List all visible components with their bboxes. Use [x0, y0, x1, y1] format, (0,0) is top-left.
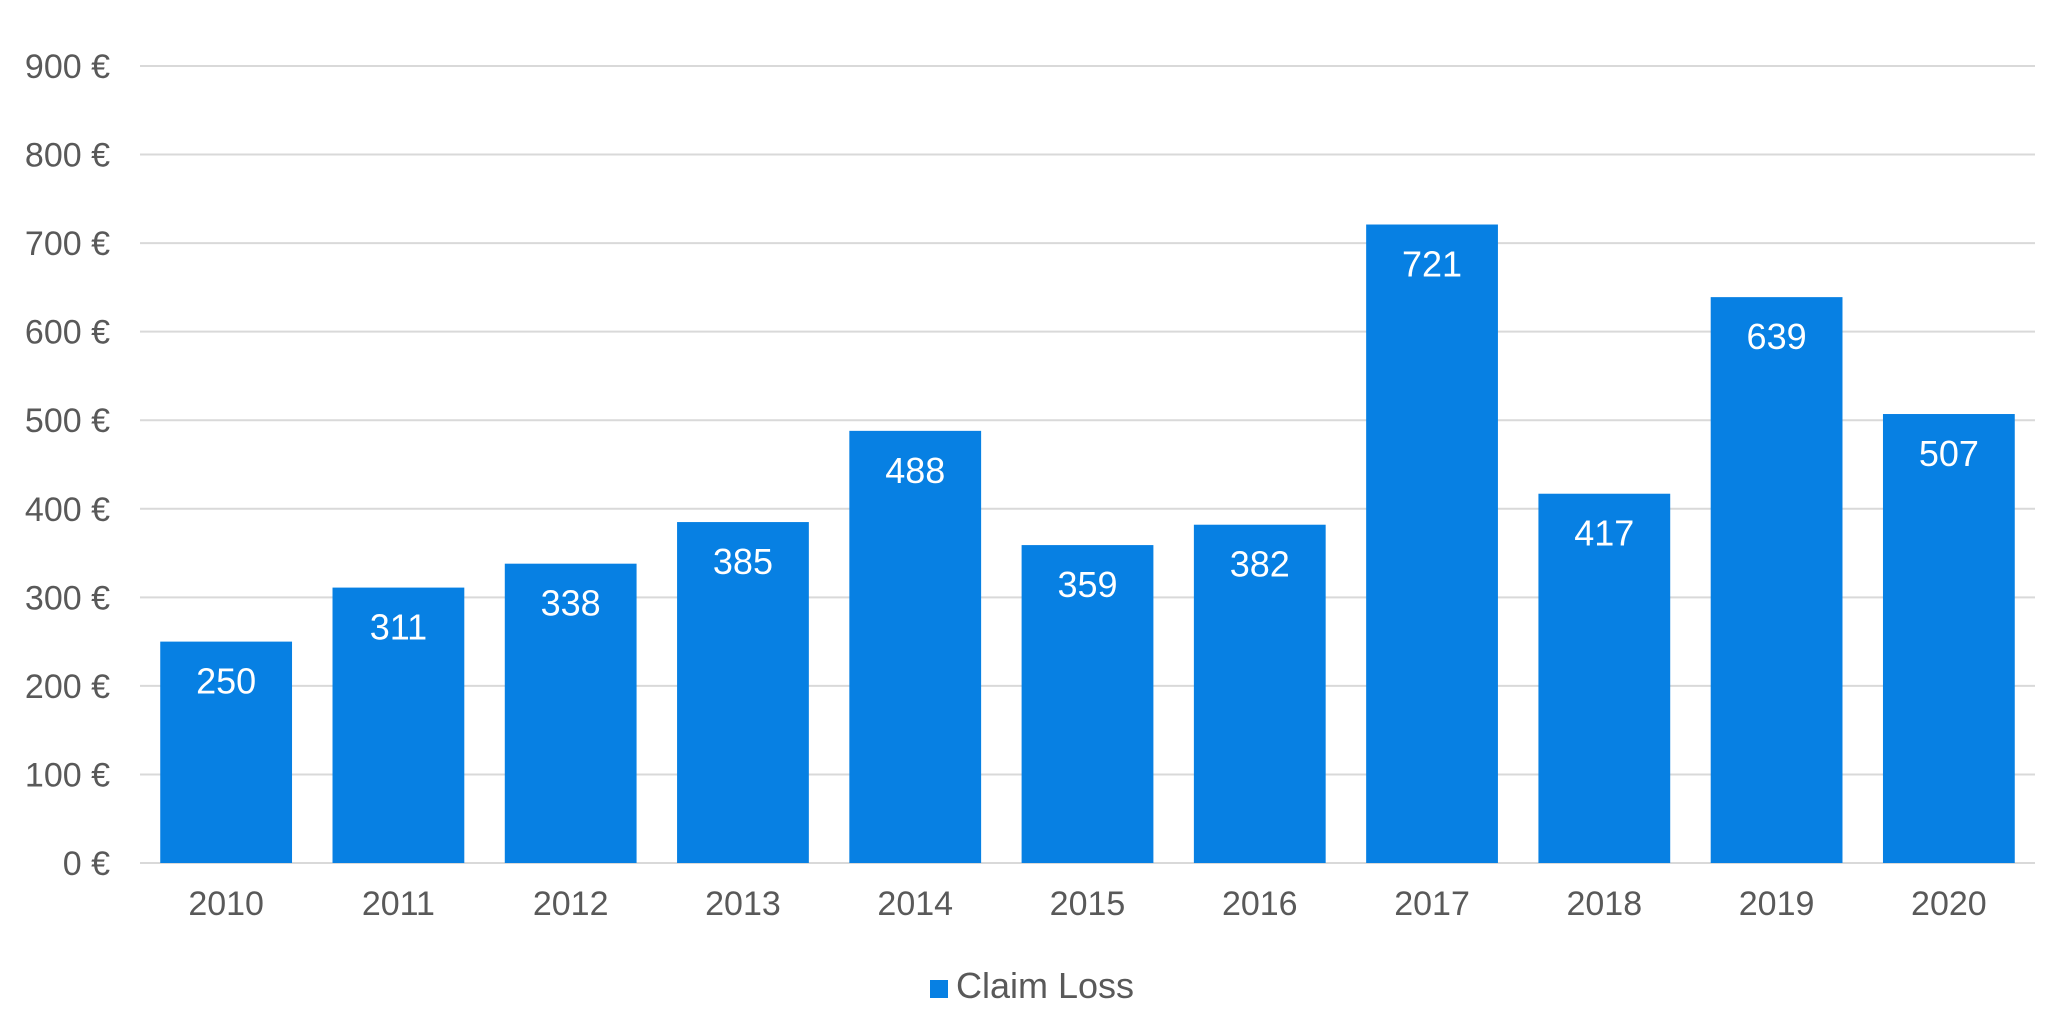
y-tick-label: 200 €	[25, 668, 110, 706]
data-label-2020: 507	[1919, 433, 1979, 474]
bar-2018	[1538, 493, 1671, 863]
y-tick-label: 800 €	[25, 137, 110, 175]
data-label-2015: 359	[1057, 564, 1117, 605]
y-tick-label: 400 €	[25, 491, 110, 529]
legend-label-claim-loss: Claim Loss	[956, 965, 1134, 1006]
data-label-2013: 385	[713, 541, 773, 582]
data-label-2014: 488	[885, 450, 945, 491]
bar-2013	[677, 522, 809, 863]
x-tick-label-2016: 2016	[1222, 885, 1298, 923]
bar-2012	[504, 563, 637, 863]
bars	[160, 224, 2015, 863]
bar-2020	[1882, 414, 2015, 863]
legend: Claim Loss	[930, 965, 1134, 1006]
y-tick-label: 0 €	[63, 845, 110, 883]
bar-2014	[849, 430, 982, 863]
bar-2010	[160, 641, 293, 863]
x-tick-label-2015: 2015	[1050, 885, 1126, 923]
y-tick-label: 300 €	[25, 579, 110, 617]
data-labels: 250 311 338 385 488 359 382 721 417 639 507	[196, 244, 1979, 702]
bar-2015	[1021, 545, 1154, 863]
y-axis-ticks: 0 € 100 € 200 € 300 € 400 € 500 € 600 € 700 € 80…	[25, 48, 110, 883]
x-tick-label-2018: 2018	[1566, 885, 1642, 923]
y-tick-label: 100 €	[25, 756, 110, 794]
x-tick-label-2011: 2011	[362, 885, 435, 923]
x-tick-label-2019: 2019	[1739, 885, 1815, 923]
bar-2019	[1710, 297, 1843, 863]
data-label-2018: 417	[1574, 513, 1634, 554]
y-tick-label: 900 €	[25, 48, 110, 86]
x-tick-label-2013: 2013	[705, 885, 781, 923]
x-tick-label-2017: 2017	[1394, 885, 1470, 923]
data-label-2010: 250	[196, 661, 256, 702]
data-label-2011: 311	[370, 607, 427, 648]
x-tick-label-2014: 2014	[877, 885, 953, 923]
legend-swatch-claim-loss	[930, 980, 948, 998]
y-tick-label: 700 €	[25, 225, 110, 263]
bar-2017	[1366, 224, 1498, 863]
bar-2016	[1193, 524, 1326, 863]
y-tick-label: 600 €	[25, 314, 110, 352]
data-label-2017: 721	[1402, 244, 1462, 285]
x-tick-label-2020: 2020	[1911, 885, 1987, 923]
x-tick-label-2012: 2012	[533, 885, 609, 923]
x-tick-label-2010: 2010	[188, 885, 264, 923]
data-label-2012: 338	[541, 583, 601, 624]
bar-2011	[332, 587, 465, 863]
x-axis-ticks: 2010 2011 2012 2013 2014 2015 2016 2017 2018 2019…	[188, 885, 1986, 923]
data-label-2019: 639	[1747, 316, 1807, 357]
y-tick-label: 500 €	[25, 402, 110, 440]
data-label-2016: 382	[1230, 544, 1290, 585]
